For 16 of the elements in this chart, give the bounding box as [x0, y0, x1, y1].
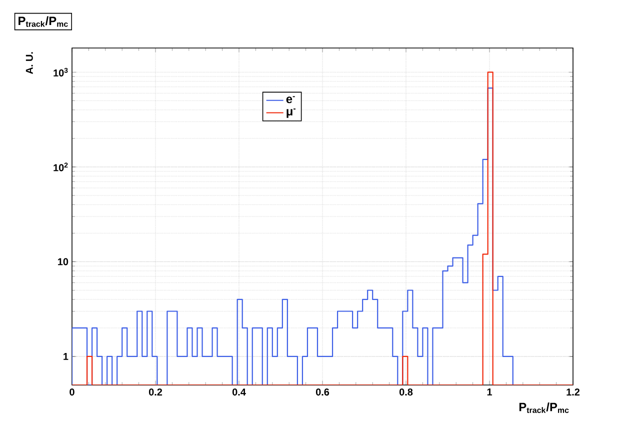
chart-title: P$_{track}$/P$_{mc}$: [18, 16, 68, 27]
x-tick-label: 1.2: [566, 388, 580, 396]
y-tick-label: 10$^{3}$: [54, 68, 68, 76]
y-tick-label: 10: [58, 258, 68, 266]
legend-label: μ$^{-}$: [286, 108, 296, 118]
x-tick-label: 0: [70, 388, 74, 396]
x-tick-label: 0.8: [399, 388, 413, 396]
x-tick-label: 0.4: [232, 388, 246, 396]
y-tick-label: 10$^{2}$: [54, 162, 68, 172]
y-axis-title: A. U.: [26, 52, 33, 74]
x-tick-label: 0.6: [316, 388, 330, 396]
x-axis-title: P$_{track}$/P$_{mc}$: [519, 402, 569, 414]
x-tick-label: 1: [487, 388, 492, 396]
legend-label: e$^{-}$: [286, 96, 295, 104]
x-tick-label: 0.2: [148, 388, 162, 396]
y-tick-label: 1: [64, 353, 68, 360]
